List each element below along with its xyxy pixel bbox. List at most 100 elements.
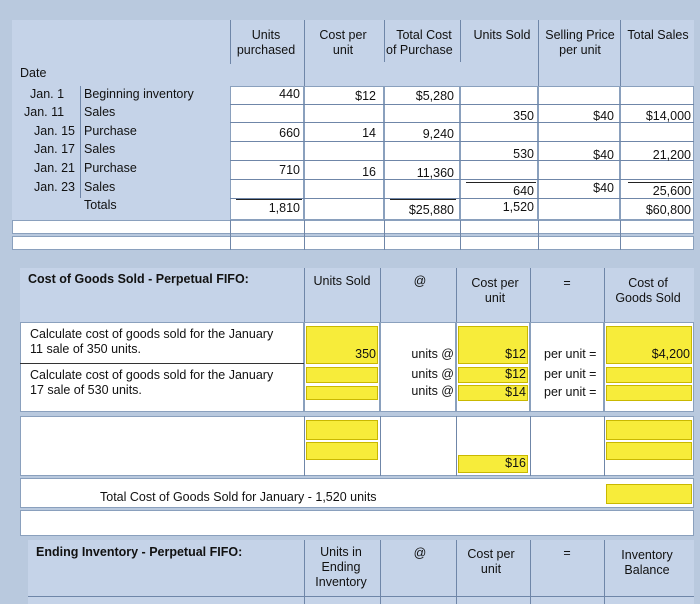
q3-result-input-1[interactable] [606, 420, 692, 440]
q1-units-input[interactable] [306, 326, 378, 364]
total-sales-column[interactable] [620, 86, 694, 220]
ending-col-at: @ [413, 546, 427, 560]
spacer-row [20, 510, 694, 536]
q2-per-unit-2: per unit = [544, 385, 597, 399]
q3-result-input-2[interactable] [606, 442, 692, 460]
cell-units-sold: 530 [513, 147, 534, 161]
q1-units-value: 350 [355, 347, 376, 361]
row-desc: Sales [84, 142, 116, 156]
total-cost-sum: $25,880 [408, 203, 454, 217]
selling-price-column[interactable] [538, 86, 620, 220]
q1-result-value: $4,200 [651, 347, 690, 361]
row-date: Jan. 1 [30, 87, 65, 101]
total-cost-column[interactable] [384, 86, 460, 220]
row-desc: Beginning inventory [84, 87, 194, 101]
units-purchased-column[interactable] [230, 86, 304, 220]
header-total-sales: Total Sales [627, 28, 689, 42]
row-date: Jan. 21 [34, 161, 76, 175]
cogs-total-row [20, 478, 694, 508]
cogs-title: Cost of Goods Sold - Perpetual FIFO: [28, 272, 249, 286]
q3-units-input-1[interactable] [306, 420, 378, 440]
cell-cost: 14 [362, 126, 376, 140]
total-sales-sum: $60,800 [645, 203, 691, 217]
q3-cost-value: $16 [505, 456, 526, 470]
cogs-q1: Calculate cost of goods sold for the Jan… [30, 327, 274, 356]
cogs-col-result: Cost of Goods Sold [615, 276, 681, 305]
totals-label: Totals [84, 198, 117, 212]
cell-cost: $12 [355, 89, 376, 103]
q3-cost-input[interactable] [458, 455, 528, 473]
row-date: Jan. 11 [24, 105, 65, 119]
q1-per-unit: per unit = [544, 347, 597, 361]
units-sold-column[interactable] [460, 86, 538, 220]
header-band [12, 20, 694, 90]
cell-total-cost: $5,280 [415, 89, 454, 103]
cell-price: $40 [593, 109, 614, 123]
spacer-row[interactable] [12, 220, 694, 234]
label-column [12, 86, 230, 222]
row-date: Jan. 15 [34, 124, 76, 138]
header-cost-per-unit: Cost per unit [319, 28, 367, 57]
q1-cost-input[interactable] [458, 326, 528, 364]
q2-result-input-2[interactable] [606, 385, 692, 401]
q2-units-at-1: units @ [411, 367, 454, 381]
q2-cost-value-2: $14 [505, 385, 526, 399]
ending-col-units: Units in Ending Inventory [315, 545, 367, 589]
ending-header [28, 540, 694, 604]
ending-title: Ending Inventory - Perpetual FIFO: [36, 545, 243, 559]
cogs-total-label: Total Cost of Goods Sold for January - 1… [100, 490, 377, 504]
header-units-purchased: Units purchased [236, 28, 296, 57]
q2-units-input-2[interactable] [306, 386, 378, 400]
cell-units-purchased: 710 [279, 163, 300, 177]
q2-cost-input-2[interactable] [458, 385, 528, 401]
cell-price: $40 [593, 148, 614, 162]
header-total-cost: Total Cost of Purchase [386, 28, 453, 57]
header-selling-price: Selling Price per unit [545, 28, 615, 57]
cell-units-sold: 640 [513, 184, 534, 198]
q2-per-unit-1: per unit = [544, 367, 597, 381]
q2-result-input-1[interactable] [606, 367, 692, 383]
cell-units-sold: 350 [513, 109, 534, 123]
header-date: Date [20, 66, 47, 80]
cell-sales: $14,000 [645, 109, 691, 123]
cell-price: $40 [593, 181, 614, 195]
total-units-sold: 1,520 [502, 200, 534, 214]
ending-col-eq: = [563, 546, 571, 560]
q2-cost-input-1[interactable] [458, 367, 528, 383]
q2-units-input-1[interactable] [306, 367, 378, 383]
cell-units-purchased: 660 [279, 126, 300, 140]
q1-result-input[interactable] [606, 326, 692, 364]
cost-per-unit-column[interactable] [304, 86, 384, 220]
cogs-q2: Calculate cost of goods sold for the Jan… [30, 368, 274, 397]
cogs-total-input[interactable] [606, 484, 692, 504]
q2-units-at-2: units @ [411, 384, 454, 398]
per-unit-column [530, 322, 604, 412]
cogs-col-units-sold: Units Sold [313, 274, 371, 288]
cogs-col-eq: = [563, 276, 571, 290]
cogs-question-box [20, 322, 304, 412]
cell-total-cost: 9,240 [422, 127, 454, 141]
ending-col-balance: Inventory Balance [621, 548, 673, 577]
q1-cost-value: $12 [505, 347, 526, 361]
header-units-sold: Units Sold [473, 28, 531, 42]
row-date: Jan. 17 [34, 142, 76, 156]
row-desc: Purchase [84, 124, 137, 138]
ending-col-cost-per-unit: Cost per unit [467, 547, 515, 576]
row-desc: Purchase [84, 161, 137, 175]
cogs-col-cost-per-unit: Cost per unit [471, 276, 519, 305]
cell-cost: 16 [362, 165, 376, 179]
row-date: Jan. 23 [34, 180, 76, 194]
spacer-row[interactable] [12, 236, 694, 250]
q3-units-input-2[interactable] [306, 442, 378, 460]
total-units-purchased: 1,810 [268, 201, 300, 215]
cell-units-purchased: 440 [279, 87, 300, 101]
cell-sales: 25,600 [652, 184, 691, 198]
cogs-header [20, 268, 694, 322]
row-desc: Sales [84, 105, 116, 119]
q2-cost-value-1: $12 [505, 367, 526, 381]
row-desc: Sales [84, 180, 116, 194]
q1-units-at: units @ [411, 347, 454, 361]
cell-total-cost: 11,360 [416, 166, 454, 180]
at-column [380, 322, 456, 412]
